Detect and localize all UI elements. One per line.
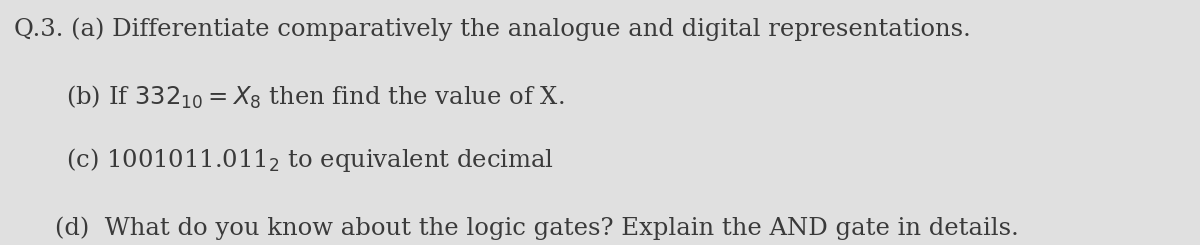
Text: (c) 1001011.011$_{2}$ to equivalent decimal: (c) 1001011.011$_{2}$ to equivalent deci… [66, 146, 554, 174]
Text: Q.3. (a) Differentiate comparatively the analogue and digital representations.: Q.3. (a) Differentiate comparatively the… [14, 17, 971, 41]
Text: (b) If $332_{10} = X_{8}$ then find the value of X.: (b) If $332_{10} = X_{8}$ then find the … [66, 83, 564, 110]
Text: (d)  What do you know about the logic gates? Explain the AND gate in details.: (d) What do you know about the logic gat… [55, 217, 1019, 240]
